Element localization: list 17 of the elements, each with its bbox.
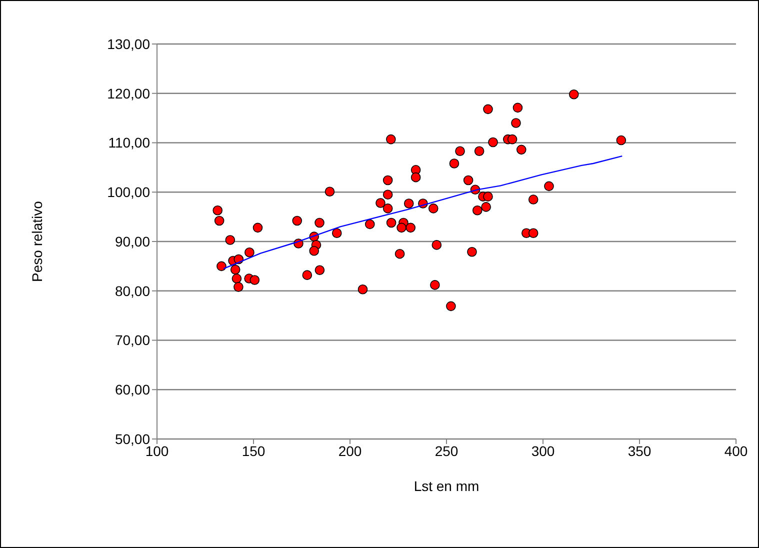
y-tick-label: 60,00 — [114, 382, 150, 398]
y-tick-label: 110,00 — [108, 134, 150, 151]
y-tick-label: 80,00 — [114, 282, 150, 299]
x-tick-label: 150 — [242, 442, 266, 459]
y-tick-label: 120,00 — [107, 85, 150, 102]
x-tick-label: 200 — [338, 442, 362, 459]
x-tick-label: 350 — [628, 442, 652, 459]
y-tick-label: 100,00 — [107, 184, 150, 200]
x-tick-label: 250 — [434, 442, 458, 459]
y-axis-title: Peso relativo — [28, 200, 45, 282]
y-tick-label: 50,00 — [114, 430, 150, 447]
y-tick-label: 90,00 — [114, 233, 150, 250]
y-tick-label: 130,00 — [107, 36, 150, 52]
x-tick-label: 300 — [531, 442, 555, 459]
x-axis-title: Lst en mm — [414, 478, 480, 494]
y-tick-label: 70,00 — [114, 332, 150, 348]
x-tick-label: 400 — [724, 442, 748, 459]
